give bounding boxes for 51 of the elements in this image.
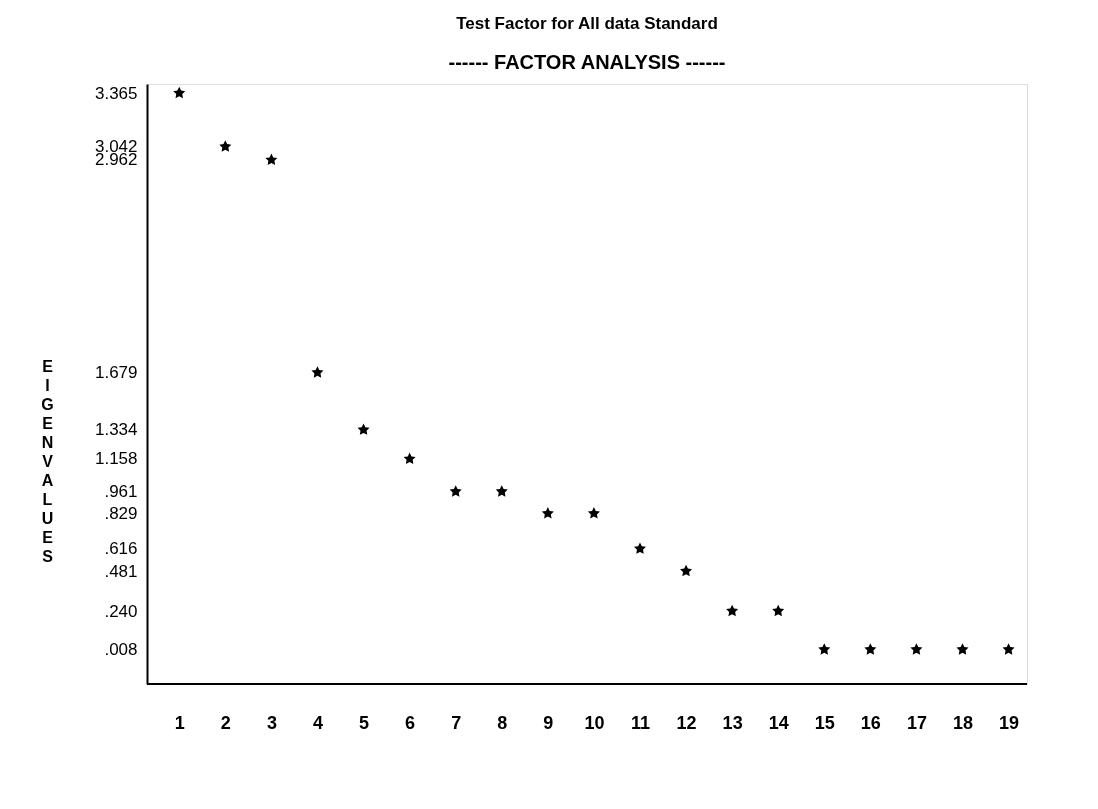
x-tick-label: 8 — [497, 712, 508, 733]
x-tick-label: 19 — [999, 712, 1020, 733]
point — [633, 542, 646, 554]
y-tick-label: .829 — [104, 503, 138, 523]
x-tick-label: 18 — [952, 712, 974, 733]
point — [311, 366, 324, 378]
point — [541, 507, 554, 519]
chart-title: Test Factor for All data Standard — [456, 14, 718, 33]
point — [357, 423, 370, 435]
point — [680, 564, 693, 577]
x-tick-label: 4 — [312, 712, 323, 733]
y-tick-label: .616 — [104, 539, 138, 559]
point — [587, 507, 600, 519]
y-tick-label: 1.158 — [94, 449, 138, 469]
text: EIGENVALUES — [41, 357, 54, 565]
x-tick-label: 12 — [676, 712, 697, 733]
x-tick-label: 16 — [860, 712, 881, 733]
y-tick-label: 1.334 — [94, 420, 138, 440]
x-tick-label: 5 — [359, 712, 370, 733]
point — [864, 643, 877, 655]
x-tick-label: 15 — [814, 712, 835, 733]
x-tick-label: 7 — [451, 712, 462, 733]
point — [1002, 643, 1015, 655]
x-tick-label: 9 — [543, 712, 554, 733]
x-tick-label: 2 — [220, 712, 231, 733]
point — [910, 643, 923, 655]
y-tick-label: .008 — [104, 640, 138, 660]
x-tick-label: 1 — [174, 712, 185, 733]
point — [772, 604, 785, 617]
point — [403, 452, 416, 465]
x-tick-label: 3 — [266, 712, 277, 733]
x-tick-label: 14 — [768, 712, 789, 733]
point — [173, 86, 186, 99]
point — [818, 643, 831, 655]
point — [265, 153, 278, 166]
y-tick-label: 1.679 — [94, 363, 138, 383]
point — [726, 604, 739, 617]
y-tick-label: 3.365 — [94, 83, 138, 103]
x-tick-label: 13 — [722, 712, 743, 733]
point — [219, 140, 232, 152]
point — [449, 485, 462, 497]
x-tick-label: 17 — [906, 712, 927, 733]
y-tick-label: .961 — [104, 482, 138, 502]
x-tick-label: 10 — [584, 712, 605, 733]
point — [956, 643, 969, 655]
point — [495, 485, 508, 497]
chart-subtitle: ------ FACTOR ANALYSIS ------ — [448, 51, 726, 73]
y-tick-label: .240 — [104, 601, 138, 621]
y-tick-label: .481 — [104, 561, 138, 581]
x-tick-label: 11 — [630, 712, 650, 733]
x-tick-label: 6 — [405, 712, 416, 733]
